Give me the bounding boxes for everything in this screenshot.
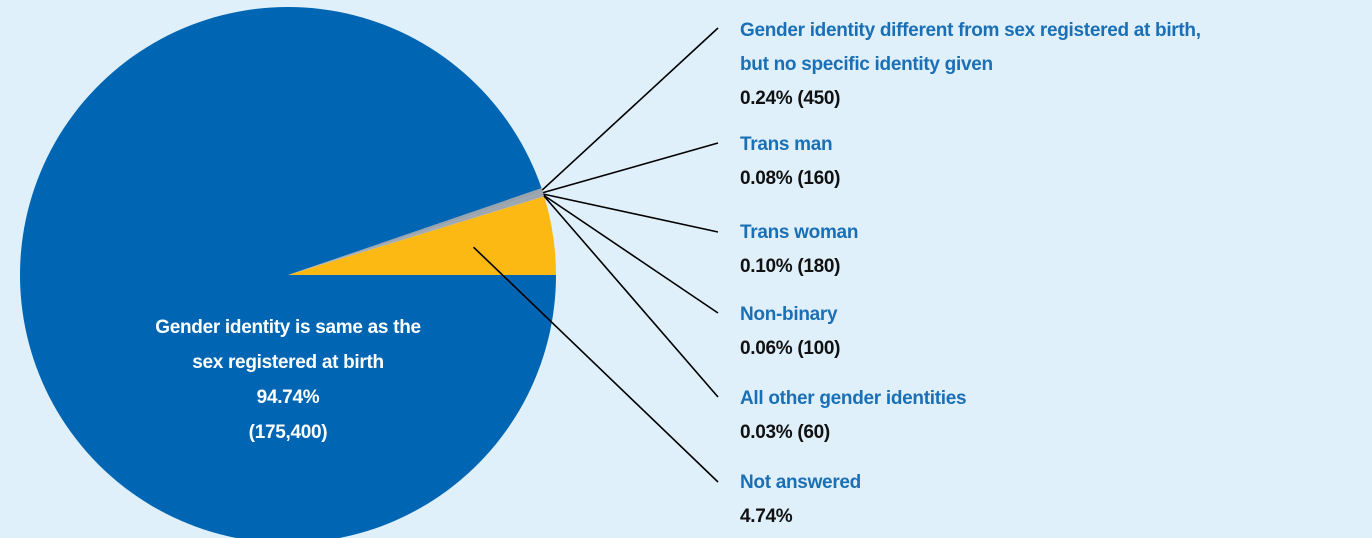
leader-line	[543, 193, 719, 233]
slice-label: Non-binary 0.06% (100)	[740, 298, 841, 366]
value-label: 0.06% (100)	[740, 338, 841, 359]
leader-line	[543, 194, 719, 314]
pie-slice	[288, 196, 556, 275]
pie-slice	[288, 193, 544, 275]
slice-label: Gender identity is same as the sex regis…	[88, 310, 488, 450]
value-label: 0.10% (180)	[740, 256, 841, 277]
slice-label: Trans man 0.08% (160)	[740, 128, 841, 196]
leader-line	[541, 27, 719, 191]
pie-slice	[20, 7, 556, 538]
leader-line	[543, 195, 719, 398]
category-label: Gender identity is same as the sex regis…	[155, 317, 421, 373]
value-label: 4.74%	[740, 506, 793, 527]
slice-label: All other gender identities 0.03% (60)	[740, 382, 967, 450]
pie-slice	[288, 194, 545, 275]
value-label: 0.24% (450)	[740, 88, 841, 109]
category-label: All other gender identities	[740, 388, 967, 409]
leader-line	[542, 142, 719, 194]
value-label: 0.08% (160)	[740, 168, 841, 189]
category-label: Gender identity different from sex regis…	[740, 20, 1201, 75]
slice-label: Not answered 4.74%	[740, 466, 861, 534]
pie-slice	[288, 192, 544, 275]
value-label: 0.03% (60)	[740, 422, 830, 443]
category-label: Non-binary	[740, 304, 838, 325]
category-label: Trans woman	[740, 222, 859, 243]
slice-label: Trans woman 0.10% (180)	[740, 216, 858, 284]
slice-label: Gender identity different from sex regis…	[740, 14, 1201, 116]
pie-slice	[288, 188, 543, 275]
category-label: Not answered	[740, 472, 861, 493]
leader-line	[472, 246, 719, 483]
pie-slice	[288, 195, 545, 275]
category-label: Trans man	[740, 134, 833, 155]
value-label: 94.74% (175,400)	[248, 387, 328, 443]
